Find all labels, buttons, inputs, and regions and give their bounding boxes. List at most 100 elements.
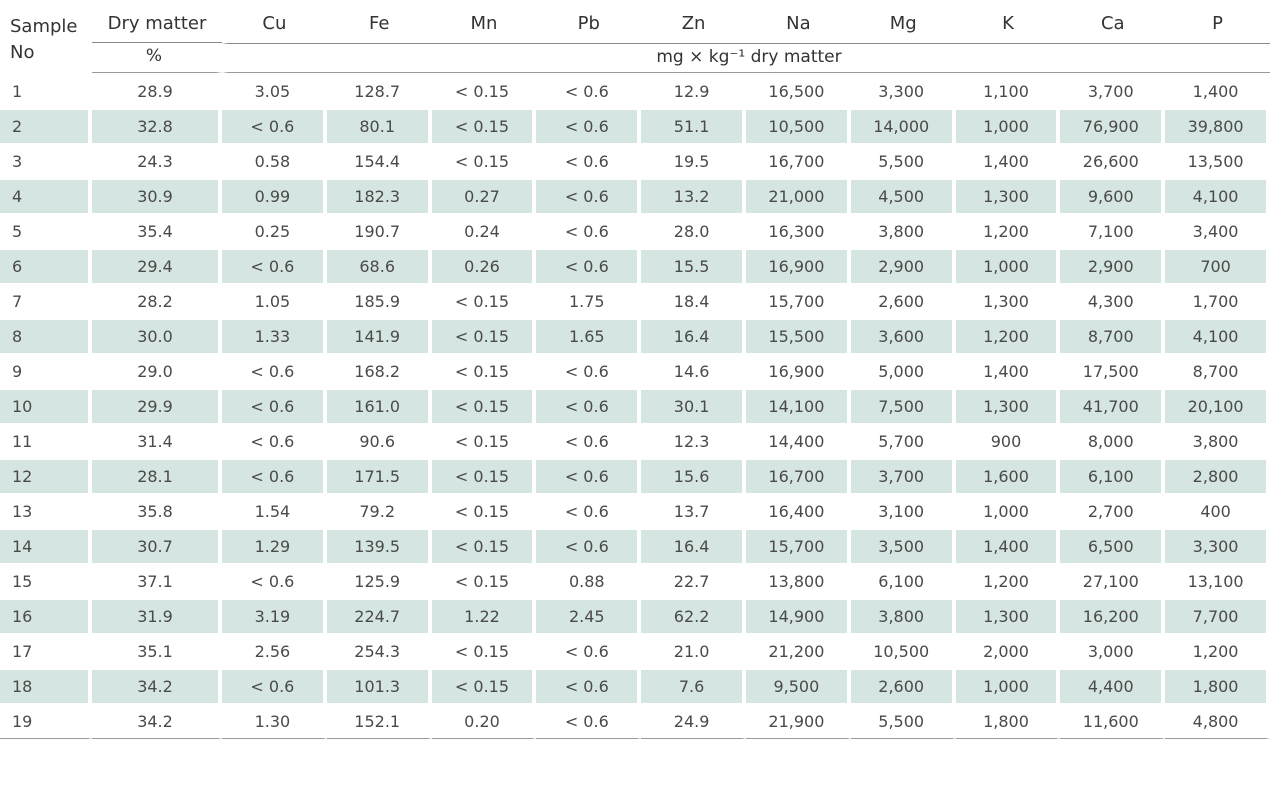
cell-mg: 2,600 <box>850 668 956 703</box>
cell-pb: 0.88 <box>536 563 642 598</box>
cell-mn: 0.24 <box>431 213 537 248</box>
header-row-elements: Sample No Dry matter Cu Fe Mn Pb Zn Na M… <box>0 6 1270 63</box>
cell-mn: 1.22 <box>431 598 537 633</box>
cell-sample-no: 10 <box>0 388 92 423</box>
cell-mg: 5,000 <box>850 353 956 388</box>
table-row: 6 29.4 < 0.6 68.6 0.26 < 0.6 15.5 16,900 2,900 1,… <box>0 248 1270 283</box>
cell-na: 21,200 <box>745 633 851 668</box>
cell-p: 2,800 <box>1165 458 1270 493</box>
cell-ca: 17,500 <box>1060 353 1166 388</box>
dry-matter-header: Dry matter <box>92 6 222 43</box>
cell-mn: < 0.15 <box>431 318 537 353</box>
cell-mn: < 0.15 <box>431 423 537 458</box>
cell-zn: 7.6 <box>641 668 746 703</box>
table-row: 3 24.3 0.58 154.4 < 0.15 < 0.6 19.5 16,700 5,500… <box>0 143 1270 178</box>
cell-zn: 14.6 <box>641 353 746 388</box>
cell-zn: 18.4 <box>641 283 746 318</box>
cell-na: 13,800 <box>745 563 851 598</box>
cell-pb: < 0.6 <box>536 458 642 493</box>
cell-pb: < 0.6 <box>536 178 642 213</box>
cell-zn: 28.0 <box>641 213 746 248</box>
dry-matter-unit: % <box>92 43 222 73</box>
cell-mn: 0.20 <box>431 703 537 739</box>
cell-na: 16,300 <box>745 213 851 248</box>
table-row: 17 35.1 2.56 254.3 < 0.15 < 0.6 21.0 21,200 10,5… <box>0 633 1270 668</box>
cell-mn: 0.26 <box>431 248 537 283</box>
cell-pb: < 0.6 <box>536 213 642 248</box>
cell-pb: 1.75 <box>536 283 642 318</box>
cell-zn: 16.4 <box>641 528 746 563</box>
cell-mn: < 0.15 <box>431 668 537 703</box>
cell-mg: 2,900 <box>850 248 956 283</box>
cell-pb: < 0.6 <box>536 353 642 388</box>
cell-ca: 4,400 <box>1060 668 1166 703</box>
cell-ca: 26,600 <box>1060 143 1166 178</box>
cell-cu: < 0.6 <box>222 458 327 493</box>
cell-ca: 11,600 <box>1060 703 1166 739</box>
cell-zn: 62.2 <box>641 598 746 633</box>
cell-na: 14,400 <box>745 423 851 458</box>
mineral-content-table: Sample No Dry matter Cu Fe Mn Pb Zn Na M… <box>0 6 1270 739</box>
cell-ca: 6,100 <box>1060 458 1166 493</box>
cell-mg: 3,800 <box>850 213 956 248</box>
cell-mn: < 0.15 <box>431 73 537 108</box>
table-row: 4 30.9 0.99 182.3 0.27 < 0.6 13.2 21,000 4,500 1,… <box>0 178 1270 213</box>
element-header-zn: Zn <box>681 13 706 34</box>
cell-mn: < 0.15 <box>431 493 537 528</box>
table-row: 11 31.4 < 0.6 90.6 < 0.15 < 0.6 12.3 14,400 5,70… <box>0 423 1270 458</box>
cell-zn: 15.5 <box>641 248 746 283</box>
cell-p: 1,400 <box>1165 73 1270 108</box>
table-row: 12 28.1 < 0.6 171.5 < 0.15 < 0.6 15.6 16,700 3,7… <box>0 458 1270 493</box>
cell-mg: 3,500 <box>850 528 956 563</box>
element-header-na: Na <box>786 13 811 34</box>
cell-sample-no: 4 <box>0 178 92 213</box>
cell-sample-no: 9 <box>0 353 92 388</box>
cell-zn: 13.7 <box>641 493 746 528</box>
cell-na: 16,900 <box>745 353 851 388</box>
element-header-mn: Mn <box>470 13 498 34</box>
cell-fe: 128.7 <box>326 73 432 108</box>
cell-mg: 5,500 <box>850 143 956 178</box>
cell-p: 4,100 <box>1165 318 1270 353</box>
table-row: 16 31.9 3.19 224.7 1.22 2.45 62.2 14,900 3,800 1,… <box>0 598 1270 633</box>
element-header-p: P <box>1212 13 1224 34</box>
cell-p: 400 <box>1165 493 1270 528</box>
cell-ca: 3,700 <box>1060 73 1166 108</box>
cell-fe: 141.9 <box>326 318 432 353</box>
cell-sample-no: 6 <box>0 248 92 283</box>
cell-mg: 3,100 <box>850 493 956 528</box>
cell-pb: < 0.6 <box>536 143 642 178</box>
cell-sample-no: 14 <box>0 528 92 563</box>
cell-fe: 68.6 <box>326 248 432 283</box>
cell-p: 1,700 <box>1165 283 1270 318</box>
cell-ca: 8,700 <box>1060 318 1166 353</box>
cell-sample-no: 2 <box>0 108 92 143</box>
cell-fe: 139.5 <box>326 528 432 563</box>
cell-cu: < 0.6 <box>222 423 327 458</box>
cell-k: 1,200 <box>955 318 1061 353</box>
cell-cu: 1.33 <box>222 318 327 353</box>
cell-k: 1,200 <box>955 213 1061 248</box>
cell-mg: 3,300 <box>850 73 956 108</box>
cell-zn: 24.9 <box>641 703 746 739</box>
element-header-ca: Ca <box>1100 13 1125 34</box>
cell-na: 14,900 <box>745 598 851 633</box>
table-row: 14 30.7 1.29 139.5 < 0.15 < 0.6 16.4 15,700 3,50… <box>0 528 1270 563</box>
cell-k: 1,000 <box>955 493 1061 528</box>
cell-cu: 3.19 <box>222 598 327 633</box>
cell-cu: < 0.6 <box>222 248 327 283</box>
cell-sample-no: 19 <box>0 703 92 739</box>
cell-pb: < 0.6 <box>536 493 642 528</box>
cell-sample-no: 13 <box>0 493 92 528</box>
cell-pb: < 0.6 <box>536 388 642 423</box>
cell-fe: 154.4 <box>326 143 432 178</box>
cell-pb: < 0.6 <box>536 108 642 143</box>
cell-ca: 9,600 <box>1060 178 1166 213</box>
cell-mg: 5,500 <box>850 703 956 739</box>
cell-na: 16,400 <box>745 493 851 528</box>
cell-na: 10,500 <box>745 108 851 143</box>
cell-cu: 1.05 <box>222 283 327 318</box>
cell-dry-matter: 34.2 <box>92 668 222 703</box>
cell-mg: 3,700 <box>850 458 956 493</box>
